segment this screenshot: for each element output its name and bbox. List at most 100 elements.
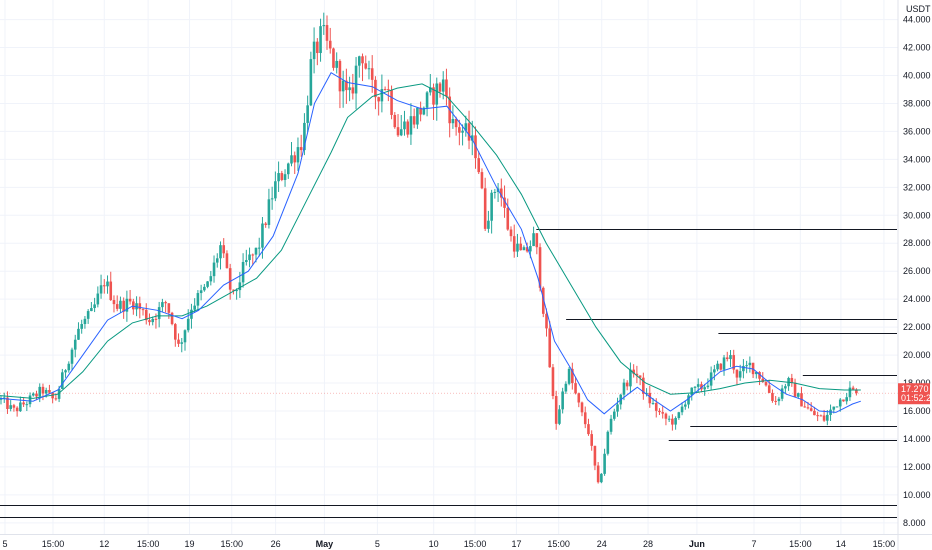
candle-body — [245, 260, 248, 263]
candle-body — [293, 155, 297, 163]
candles — [0, 12, 858, 484]
candle-body — [115, 304, 119, 309]
candle-body — [638, 375, 642, 378]
candle-body — [822, 415, 826, 421]
candle-body — [642, 377, 645, 394]
candle-body — [790, 377, 794, 383]
candle-body — [206, 281, 209, 287]
candle-body — [487, 220, 490, 229]
candle-body — [600, 473, 603, 483]
ema-fast-line — [0, 72, 861, 415]
current-price-tag: 17.270 01:52:23 — [898, 383, 932, 405]
candle-body — [732, 355, 736, 370]
x-tick-label: 17 — [511, 539, 521, 549]
candle-body — [161, 302, 164, 308]
y-tick-label: 36.000 — [903, 126, 931, 136]
candle-body — [6, 397, 9, 409]
candle-body — [522, 247, 526, 251]
candle-body — [425, 92, 429, 108]
candle-countdown: 01:52:23 — [901, 393, 932, 403]
candle-body — [467, 123, 471, 141]
candle-body — [177, 339, 180, 344]
candle-body — [61, 372, 64, 389]
candle-body — [299, 147, 303, 151]
candle-body — [583, 412, 587, 425]
candle-body — [606, 431, 610, 454]
candle-body — [658, 410, 661, 413]
candle-body — [535, 233, 539, 248]
candle-body — [842, 399, 845, 402]
candle-body — [480, 172, 484, 189]
candle-body — [464, 123, 468, 131]
candle-body — [86, 311, 90, 319]
x-tick-label: 19 — [185, 539, 195, 549]
candle-body — [367, 68, 371, 70]
candle-body — [393, 114, 397, 128]
candle-body — [338, 60, 342, 92]
candle-body — [203, 286, 206, 291]
candle-body — [193, 305, 196, 310]
candle-body — [57, 388, 61, 399]
candle-body — [345, 80, 348, 91]
candle-body — [580, 402, 584, 413]
candle-body — [529, 246, 532, 252]
candle-body — [764, 382, 768, 386]
candle-body — [470, 135, 474, 141]
candle-body — [429, 87, 432, 93]
candle-body — [703, 387, 706, 390]
candle-body — [506, 207, 510, 230]
candle-body — [793, 382, 797, 397]
candle-body — [838, 399, 842, 407]
candle-body — [48, 389, 51, 393]
candle-body — [348, 87, 351, 91]
candle-body — [12, 405, 16, 408]
candle-body — [558, 409, 561, 424]
candle-body — [696, 384, 700, 387]
candle-body — [509, 229, 513, 237]
candle-body — [125, 298, 129, 312]
candle-body — [83, 318, 87, 325]
y-tick-label: 40.000 — [903, 70, 931, 80]
candle-body — [677, 412, 681, 419]
candle-body — [209, 276, 213, 282]
x-tick-label: 15:00 — [42, 539, 65, 549]
candle-body — [290, 155, 293, 164]
y-tick-label: 24.000 — [903, 294, 931, 304]
candle-body — [796, 393, 800, 397]
candle-body — [441, 79, 445, 92]
x-tick-label: 15:00 — [464, 539, 487, 549]
x-tick-label: 12 — [99, 539, 109, 549]
candle-body — [693, 386, 697, 388]
y-tick-label: 44.000 — [903, 15, 931, 25]
candle-body — [67, 363, 71, 371]
candle-body — [306, 105, 309, 123]
candle-body — [377, 97, 380, 102]
candle-body — [661, 412, 665, 414]
candle-body — [438, 83, 442, 92]
candle-body — [419, 107, 422, 115]
candle-body — [328, 40, 332, 49]
candle-body — [354, 65, 358, 94]
candle-body — [148, 320, 151, 323]
candle-body — [119, 300, 122, 309]
candle-body — [767, 385, 771, 393]
candle-body — [564, 383, 568, 392]
candle-body — [667, 418, 671, 420]
candle-body — [412, 116, 416, 125]
candle-body — [458, 127, 461, 133]
candle-body — [99, 285, 103, 294]
candle-body — [122, 300, 125, 312]
candle-body — [135, 303, 138, 310]
candle-body — [596, 465, 600, 483]
candle-body — [351, 87, 355, 94]
candle-body — [819, 415, 823, 417]
candle-body — [532, 233, 535, 247]
candle-body — [713, 369, 716, 373]
candle-body — [554, 396, 558, 424]
candle-body — [2, 397, 6, 399]
candle-body — [625, 382, 629, 387]
candle-body — [571, 368, 574, 384]
candle-body — [725, 357, 729, 360]
